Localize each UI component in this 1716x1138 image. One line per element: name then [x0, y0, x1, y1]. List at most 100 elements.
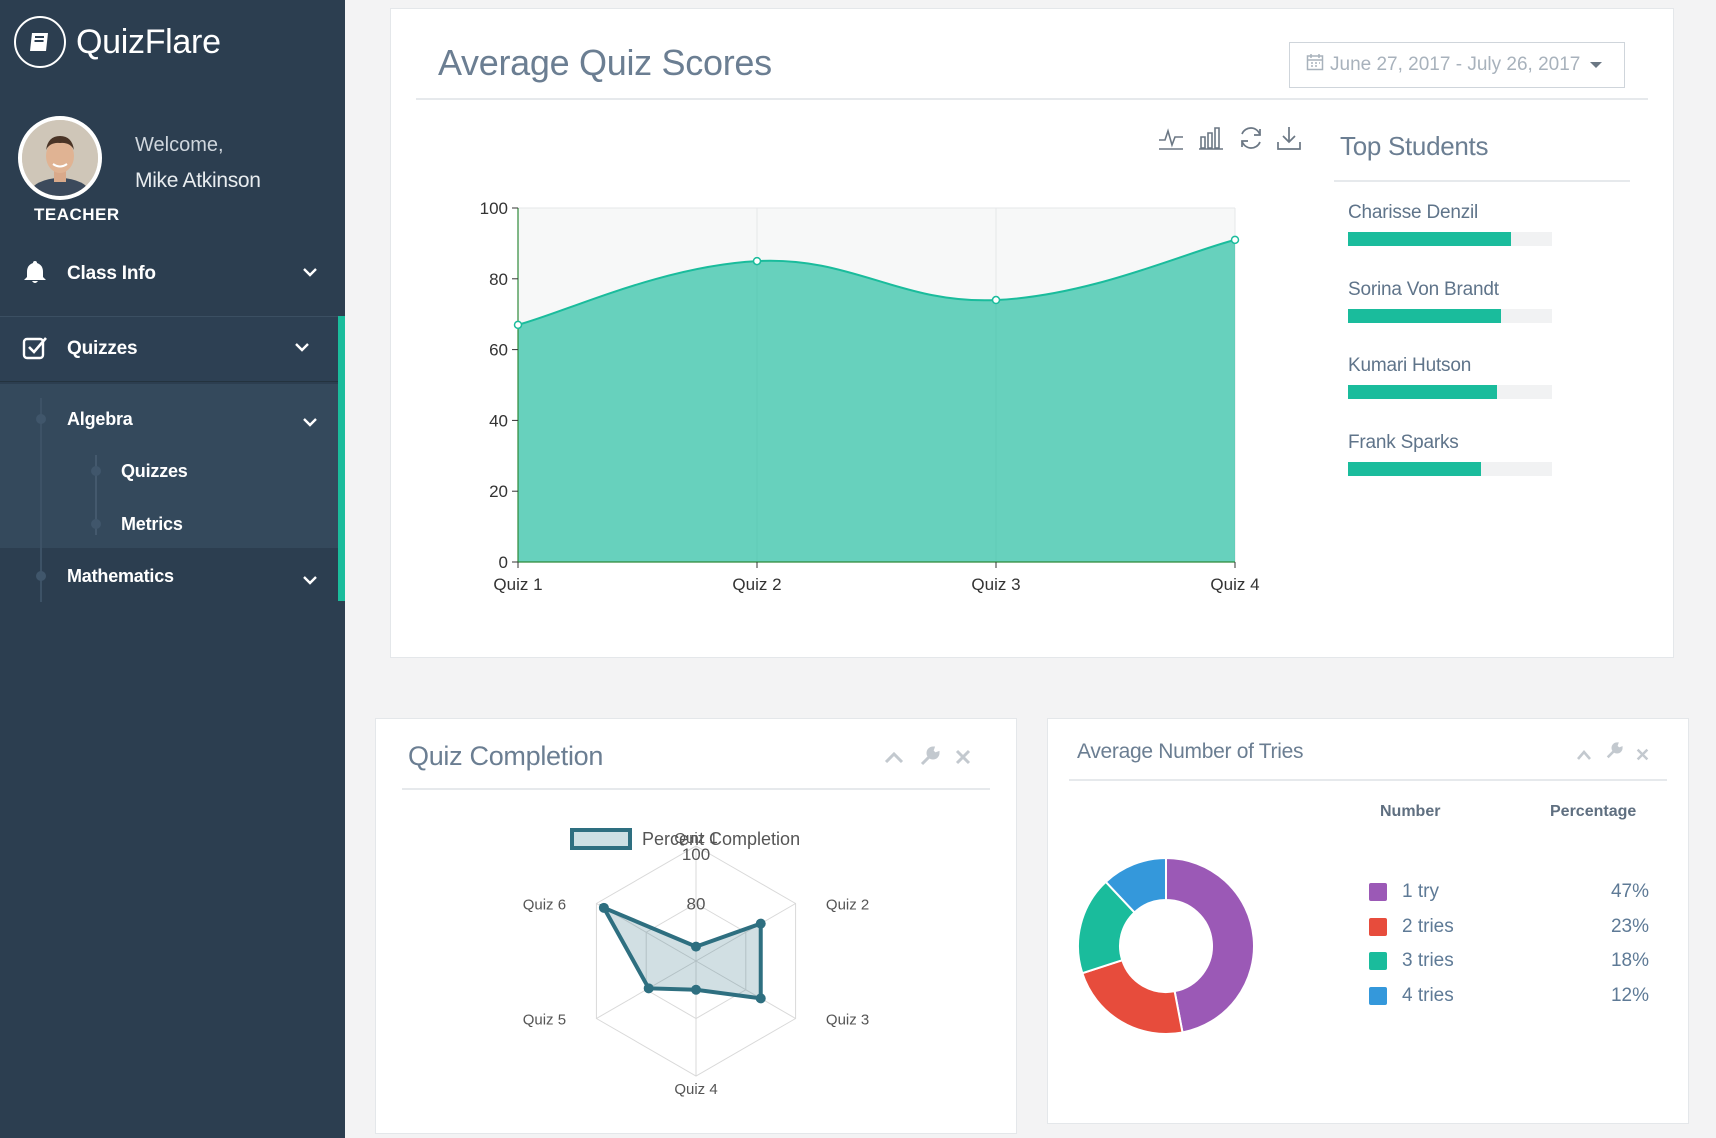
close-icon[interactable] [955, 748, 971, 771]
collapse-icon[interactable] [884, 748, 904, 771]
data-point[interactable] [691, 984, 701, 995]
tries-row: 1 try 47% [1369, 880, 1649, 904]
data-point[interactable] [1230, 235, 1240, 245]
tries-label: 2 tries [1402, 916, 1454, 937]
tree-line [95, 455, 97, 535]
caret-down-icon [1590, 62, 1603, 68]
data-point[interactable] [755, 993, 766, 1004]
divider [402, 788, 990, 790]
legend-label: Percent Completion [642, 829, 800, 849]
completion-panel-title: Quiz Completion [408, 741, 604, 771]
wrench-icon[interactable] [1606, 742, 1623, 765]
data-point[interactable] [991, 295, 1001, 305]
y-tick-label: 100 [480, 199, 508, 218]
welcome-text: Welcome, [135, 134, 224, 156]
tries-label: 4 tries [1402, 985, 1454, 1006]
download-icon[interactable] [1276, 125, 1302, 151]
tree-line [40, 398, 42, 602]
student-name: Charisse Denzil [1348, 202, 1479, 223]
sidebar-item-algebra[interactable]: Algebra [67, 409, 133, 429]
x-tick-label: Quiz 1 [493, 575, 542, 594]
tries-panel [1047, 718, 1689, 1124]
sidebar-item-label: Quizzes [67, 338, 138, 359]
y-tick-label: 40 [489, 411, 508, 430]
tries-panel-title: Average Number of Tries [1077, 740, 1304, 763]
tree-dot [36, 571, 46, 581]
chevron-down-icon[interactable] [302, 415, 318, 433]
tree-dot [91, 466, 101, 476]
close-icon[interactable] [1636, 744, 1649, 767]
data-point[interactable] [598, 902, 609, 913]
refresh-icon[interactable] [1238, 125, 1264, 151]
donut-slice[interactable] [1165, 856, 1255, 1034]
wrench-icon[interactable] [920, 746, 940, 772]
active-indicator [338, 316, 345, 601]
legend-swatch[interactable] [570, 828, 632, 850]
sidebar-item-mathematics[interactable]: Mathematics [67, 566, 174, 586]
legend-swatch [1369, 883, 1387, 901]
legend-swatch [1369, 918, 1387, 936]
x-tick-label: Quiz 2 [732, 575, 781, 594]
data-point[interactable] [513, 320, 523, 330]
student-score-bar [1348, 232, 1552, 246]
radar-spoke [695, 960, 796, 1019]
tries-row: 4 tries 12% [1369, 984, 1649, 1008]
sidebar-item-quizzes[interactable]: Quizzes [0, 316, 345, 382]
data-point[interactable] [691, 941, 701, 952]
app-name: QuizFlare [76, 22, 221, 61]
top-students-title: Top Students [1340, 131, 1489, 161]
tries-label: 1 try [1402, 881, 1439, 902]
divider [1069, 779, 1667, 781]
radar-axis-label: Quiz 3 [826, 1012, 869, 1029]
sidebar-item-class-info[interactable]: Class Info [0, 246, 345, 302]
area-fill [518, 239, 1235, 563]
sidebar-item-algebra-metrics[interactable]: Metrics [121, 514, 183, 534]
student-name: Kumari Hutson [1348, 355, 1472, 376]
y-tick-label: 0 [499, 553, 508, 572]
legend-swatch [1369, 952, 1387, 970]
avatar[interactable] [18, 116, 102, 200]
student-score-bar [1348, 385, 1552, 399]
column-header-percentage: Percentage [1550, 803, 1637, 820]
donut-slice[interactable] [1081, 958, 1184, 1035]
line-chart-icon[interactable] [1158, 125, 1184, 151]
y-tick-label: 60 [489, 341, 508, 360]
sidebar-item-algebra-quizzes[interactable]: Quizzes [121, 461, 188, 481]
data-point[interactable] [755, 918, 766, 929]
y-tick-label: 80 [489, 270, 508, 289]
tries-percentage: 12% [1610, 985, 1649, 1006]
chevron-down-icon [294, 340, 310, 358]
data-point[interactable] [643, 983, 654, 994]
data-point[interactable] [752, 256, 762, 266]
donut-slice[interactable] [1104, 856, 1167, 914]
scores-panel-title: Average Quiz Scores [438, 42, 772, 83]
x-tick-label: Quiz 3 [971, 575, 1020, 594]
column-header-number: Number [1380, 803, 1441, 820]
radar-axis-label: Quiz 5 [523, 1012, 566, 1029]
radar-axis-label: Quiz 2 [826, 897, 869, 914]
collapse-icon[interactable] [1576, 744, 1592, 767]
divider [1334, 180, 1630, 182]
date-range-picker[interactable]: June 27, 2017 - July 26, 2017 [1289, 42, 1625, 88]
legend-swatch [1369, 987, 1387, 1005]
tries-percentage: 47% [1610, 881, 1649, 902]
chevron-down-icon [302, 265, 318, 283]
divider [416, 98, 1648, 100]
radar-axis-label: Quiz 6 [523, 897, 566, 914]
tries-percentage: 18% [1610, 950, 1649, 971]
tries-label: 3 tries [1402, 950, 1454, 971]
tries-row: 3 tries 18% [1369, 949, 1649, 973]
calendar-icon [1306, 53, 1324, 77]
tree-dot [36, 414, 46, 424]
sidebar: QuizFlare Welcome, Mike Atkinson TEACHER… [0, 0, 345, 1138]
bar-chart-icon[interactable] [1198, 125, 1224, 151]
brand[interactable]: QuizFlare [14, 16, 221, 68]
submenu-background [0, 384, 338, 548]
tries-row: 2 tries 23% [1369, 915, 1649, 939]
student-score-bar [1348, 309, 1552, 323]
y-tick-label: 20 [489, 482, 508, 501]
date-range-label: June 27, 2017 - July 26, 2017 [1330, 54, 1581, 75]
user-name: Mike Atkinson [135, 169, 261, 192]
radar-tick-label: 100 [682, 845, 710, 864]
chevron-down-icon[interactable] [302, 573, 318, 591]
